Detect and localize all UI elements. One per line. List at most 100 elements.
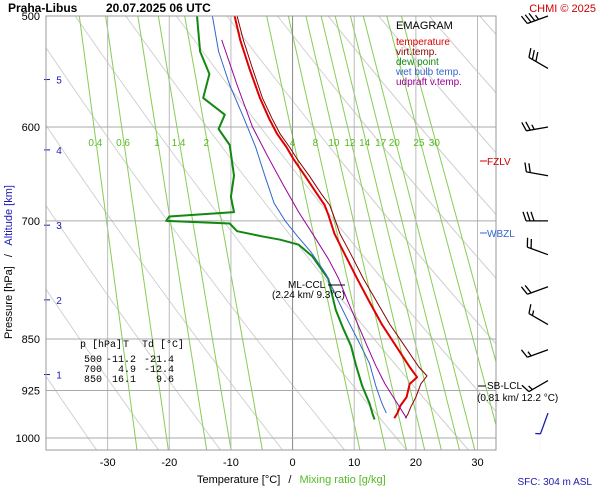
mixing-ratio-line — [334, 16, 442, 450]
mixing-ratio-label: 0.6 — [116, 138, 130, 149]
temperature-tick-label: 0 — [290, 457, 296, 469]
dry-adiabat-line — [226, 16, 496, 345]
wind-barb-feather — [521, 384, 530, 393]
dry-adiabat-line — [125, 16, 470, 450]
mixing-ratio-line — [105, 16, 169, 450]
wind-barb-feather — [528, 48, 532, 58]
altitude-tick-label: 2 — [56, 296, 62, 307]
sb-lcl-values: (0.81 km/ 12.2 °C) — [477, 393, 558, 404]
wind-barb-feather — [528, 163, 531, 173]
altitude-tick-label: 1 — [56, 371, 62, 382]
mixing-ratio-line — [320, 16, 426, 450]
wind-barb-feather — [524, 14, 532, 23]
wind-barb-staff — [528, 312, 549, 326]
x-axis-title: Temperature [°C] / Mixing ratio [g/kg] — [197, 474, 386, 486]
mixing-ratio-label: 0.4 — [88, 138, 102, 149]
ml-ccl-values: (2.24 km/ 9.3°C) — [272, 290, 345, 301]
wind-barb-half-feather — [527, 351, 532, 357]
series-udpraft-v-temp-line — [221, 39, 408, 419]
wind-barb-staff — [527, 246, 549, 256]
mixing-ratio-line — [400, 16, 496, 364]
legend-entry-temperature: temperature — [396, 37, 450, 48]
wind-barb-feather — [528, 304, 532, 314]
series-layer — [165, 15, 428, 420]
wind-barb-feather — [524, 285, 532, 294]
series-dew-point-line — [165, 15, 376, 420]
wind-barb-staff — [527, 349, 549, 358]
dry-adiabat-line — [276, 16, 496, 279]
table-row-td: 9.6 — [156, 375, 174, 386]
wind-barb — [535, 412, 549, 435]
mixing-ratio-label: 17 — [375, 138, 387, 149]
legend-entry-wet-bulb: wet bulb temp. — [395, 67, 461, 78]
wind-barb — [521, 380, 549, 393]
mixing-ratio-label: 30 — [429, 138, 441, 149]
wind-barb — [521, 121, 549, 132]
pressure-tick-label: 1000 — [16, 433, 40, 445]
dry-adiabat-line — [46, 375, 98, 450]
legend-title: EMAGRAM — [396, 20, 453, 32]
altitude-tick-label: 5 — [56, 76, 62, 87]
wind-barb-staff — [539, 412, 549, 435]
sb-lcl-label: SB-LCL — [487, 381, 522, 392]
legend-entry-dew-point: dew point — [396, 57, 439, 68]
mixing-ratio-line — [349, 16, 460, 450]
dry-adiabat-line — [74, 16, 408, 450]
grid-layer — [46, 0, 600, 458]
wind-barb — [528, 304, 549, 326]
mixing-ratio-line — [137, 16, 208, 450]
y-axis-altitude-label: Altitude [km] — [3, 185, 15, 246]
dry-adiabat-line — [175, 16, 496, 413]
table-row-p: 850 — [84, 375, 102, 386]
wind-barb-staff — [526, 171, 549, 177]
mixing-ratio-label: 25 — [413, 138, 425, 149]
wind-barb-feather — [528, 12, 536, 22]
wind-barb-staff — [528, 380, 549, 393]
temperature-tick-label: 20 — [410, 457, 422, 469]
level-table: p [hPa] T Td [°C] 500 -11.2 -21.4 700 4.… — [80, 339, 184, 386]
wind-barb-half-feather — [531, 310, 535, 316]
wind-barb-staff — [527, 286, 549, 295]
legend: EMAGRAM temperature virt.temp. dew point… — [395, 20, 462, 88]
wind-barb-feather — [526, 211, 531, 222]
wind-barb-feather — [535, 52, 539, 62]
wbzl-level: WBZL — [480, 229, 515, 240]
dry-adiabat-line — [327, 16, 496, 216]
pressure-tick-label: 500 — [22, 11, 40, 23]
wind-barb — [520, 12, 549, 25]
x-axis-separator: / — [288, 474, 292, 486]
mixing-ratio-line — [305, 16, 408, 450]
wind-barb — [520, 349, 549, 358]
wind-barb-feather — [522, 211, 527, 222]
wind-barb-feather — [520, 286, 528, 295]
mixing-ratio-label: 20 — [389, 138, 401, 149]
ml-ccl-annotation: ML-CCL (2.24 km/ 9.3°C) — [272, 280, 345, 301]
wind-barb-feather — [530, 211, 535, 222]
ml-ccl-label: ML-CCL — [288, 280, 326, 291]
mixing-ratio-label: 8 — [313, 138, 319, 149]
dry-adiabat-line — [46, 124, 284, 450]
pressure-tick-label: 850 — [22, 334, 40, 346]
dry-adiabat-line — [378, 16, 496, 154]
table-row-p: 500 — [84, 355, 102, 366]
mixing-ratio-label: 4 — [290, 138, 296, 149]
mixing-ratio-line — [287, 16, 387, 450]
wind-barb-feather — [521, 122, 527, 132]
dry-adiabat-line — [563, 0, 600, 458]
surface-elevation: SFC: 304 m ASL — [518, 477, 593, 488]
mixing-ratio-label: 14 — [359, 138, 371, 149]
y-axis-title: Pressure [hPa] / Altitude [km] — [3, 185, 15, 339]
wind-barb — [526, 237, 549, 256]
mixing-ratio-line — [362, 16, 476, 450]
mixing-ratio-line — [157, 16, 232, 450]
fzlv-level: FZLV — [480, 157, 511, 168]
dry-adiabat-line — [46, 46, 346, 450]
dry-adiabat-line — [428, 16, 496, 94]
plot-frame — [45, 15, 497, 451]
wind-barb-feather — [525, 121, 531, 131]
series-wet-bulb-temp-line — [211, 15, 387, 414]
series-virt-temp-line — [236, 15, 428, 419]
wind-barb-staff — [528, 56, 549, 70]
series-temperature-line — [233, 15, 419, 419]
wind-barb — [524, 162, 549, 177]
